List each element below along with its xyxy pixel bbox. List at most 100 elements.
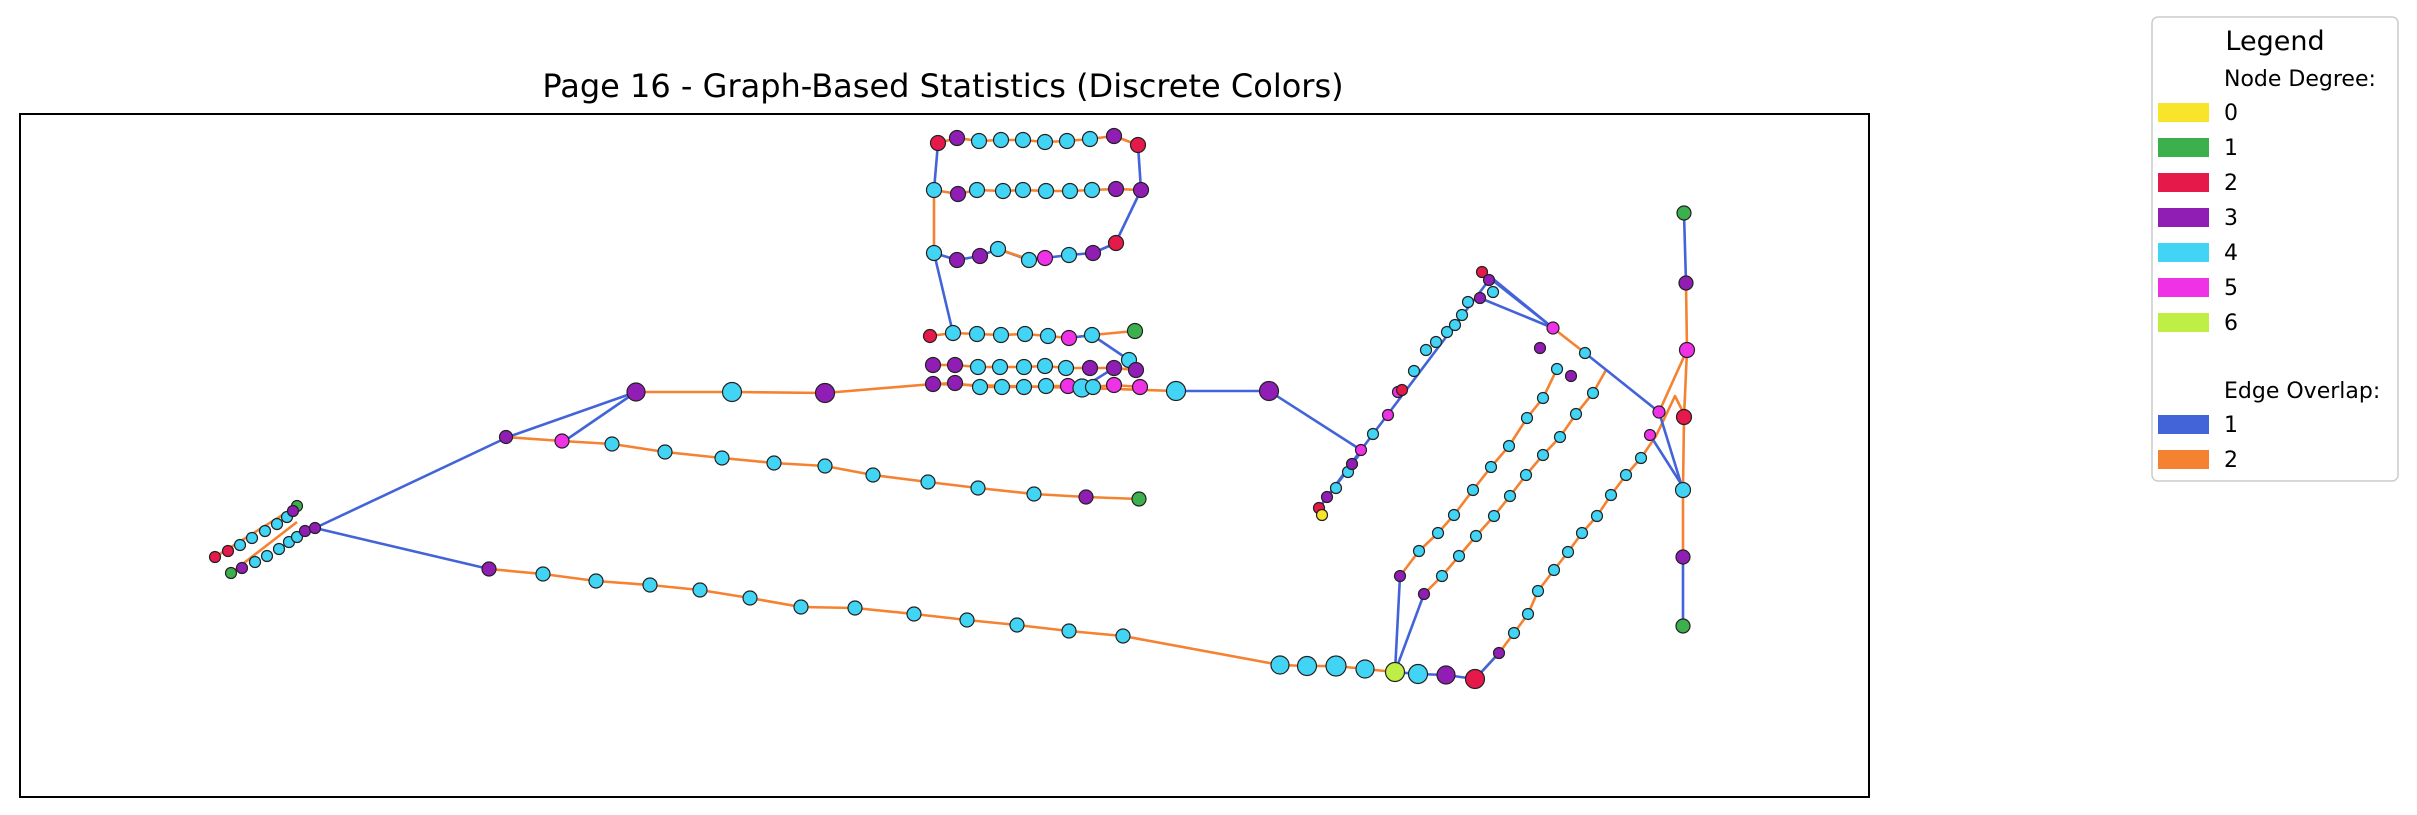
legend-swatch-degree-0 — [2158, 103, 2209, 122]
graph-node — [992, 131, 1010, 149]
graph-node — [272, 542, 286, 556]
graph-edge — [1393, 593, 1426, 673]
graph-node — [968, 325, 986, 343]
graph-node — [1675, 549, 1691, 565]
legend-swatch-overlap-1 — [2158, 415, 2209, 434]
graph-node — [1036, 133, 1054, 151]
graph-node — [1014, 181, 1032, 199]
graph-node — [1561, 545, 1575, 559]
graph-node — [793, 599, 809, 615]
legend-label-degree-0: 0 — [2224, 101, 2238, 126]
graph-node — [1081, 130, 1099, 148]
graph-node — [1107, 234, 1125, 252]
degree-legend-entries: 0 1 2 3 4 5 6 — [2158, 101, 2238, 336]
graph-edge — [1584, 351, 1660, 414]
graph-node — [1604, 488, 1618, 502]
graph-edge — [1552, 326, 1586, 355]
graph-node — [1469, 529, 1483, 543]
graph-node — [1037, 377, 1055, 395]
graph-node — [814, 382, 836, 404]
legend-label-degree-3: 3 — [2224, 206, 2238, 231]
graph-edge — [932, 252, 955, 334]
graph-node — [1487, 509, 1501, 523]
graph-node — [1036, 249, 1054, 267]
graph-node — [604, 436, 620, 452]
graph-node — [1015, 378, 1033, 396]
graph-edge — [488, 567, 1396, 674]
graph-node — [1619, 468, 1633, 482]
graph-node — [1129, 136, 1147, 154]
graph-node — [1165, 380, 1187, 402]
graph-node — [817, 458, 833, 474]
graph-node — [298, 524, 312, 538]
figure-title: Page 16 - Graph-Based Statistics (Discre… — [542, 67, 1343, 105]
graph-node — [1550, 362, 1564, 376]
graph-node — [1016, 325, 1034, 343]
overlap-legend-entries: 12 — [2158, 413, 2238, 473]
graph-node — [1503, 489, 1517, 503]
graph-node — [1037, 182, 1055, 200]
graph-node — [922, 328, 938, 344]
graph-node — [1126, 322, 1144, 340]
graph-node — [970, 132, 988, 150]
graph-node — [1329, 481, 1343, 495]
graph-node — [1083, 181, 1101, 199]
graph-edge — [933, 187, 1142, 196]
graph-node — [270, 517, 284, 531]
legend-swatch-degree-2 — [2158, 173, 2209, 192]
graph-nodes — [208, 127, 1696, 690]
graph-edge — [314, 526, 490, 571]
graph-edge — [1657, 411, 1685, 491]
graph-node — [959, 612, 975, 628]
graph-node — [1652, 405, 1666, 419]
graph-node — [1270, 655, 1290, 675]
graph-node — [1533, 341, 1547, 355]
graph-node — [1036, 357, 1054, 375]
graph-node — [1678, 341, 1696, 359]
legend-label-degree-4: 4 — [2224, 241, 2238, 266]
legend-box — [2151, 16, 2399, 482]
graph-node — [970, 480, 986, 496]
legend-label-degree-1: 1 — [2224, 136, 2238, 161]
graph-node — [1115, 628, 1131, 644]
graph-node — [766, 455, 782, 471]
graph-node — [1447, 508, 1461, 522]
graph-node — [1553, 430, 1567, 444]
graph-node — [1009, 617, 1025, 633]
graph-edges — [214, 134, 1689, 681]
graph-node — [1676, 205, 1692, 221]
graph-node — [1575, 526, 1589, 540]
graph-node — [1384, 661, 1406, 683]
legend-overlap-heading: Edge Overlap: — [2224, 379, 2380, 404]
graph-node — [925, 181, 943, 199]
graph-node — [1132, 181, 1150, 199]
graph-node — [971, 247, 989, 265]
graph-node — [742, 590, 758, 606]
graph-node — [1366, 427, 1380, 441]
legend-title: Legend — [2225, 26, 2324, 57]
graph-node — [554, 433, 570, 449]
graph-node — [1520, 411, 1534, 425]
graph-node — [1393, 569, 1407, 583]
graph-node — [1455, 308, 1469, 322]
graph-edge — [1268, 389, 1362, 452]
graph-node — [1440, 325, 1454, 339]
graph-node — [1105, 359, 1123, 377]
graph-node — [906, 606, 922, 622]
graph-node — [1412, 544, 1426, 558]
graph-node — [1061, 623, 1077, 639]
graph-node — [1674, 481, 1692, 499]
graph-node — [1678, 275, 1694, 291]
graph-node — [1296, 655, 1318, 677]
legend-swatch-overlap-2 — [2158, 450, 2209, 469]
graph-edge — [1359, 279, 1491, 451]
graph-node — [481, 561, 497, 577]
graph-node — [1084, 244, 1102, 262]
graph-node — [1015, 358, 1033, 376]
graph-edge — [1682, 212, 1688, 284]
graph-node — [1325, 655, 1347, 677]
legend-label-degree-5: 5 — [2224, 276, 2238, 301]
graph-node — [1060, 246, 1078, 264]
graph-node — [1547, 563, 1561, 577]
graph-node — [714, 450, 730, 466]
